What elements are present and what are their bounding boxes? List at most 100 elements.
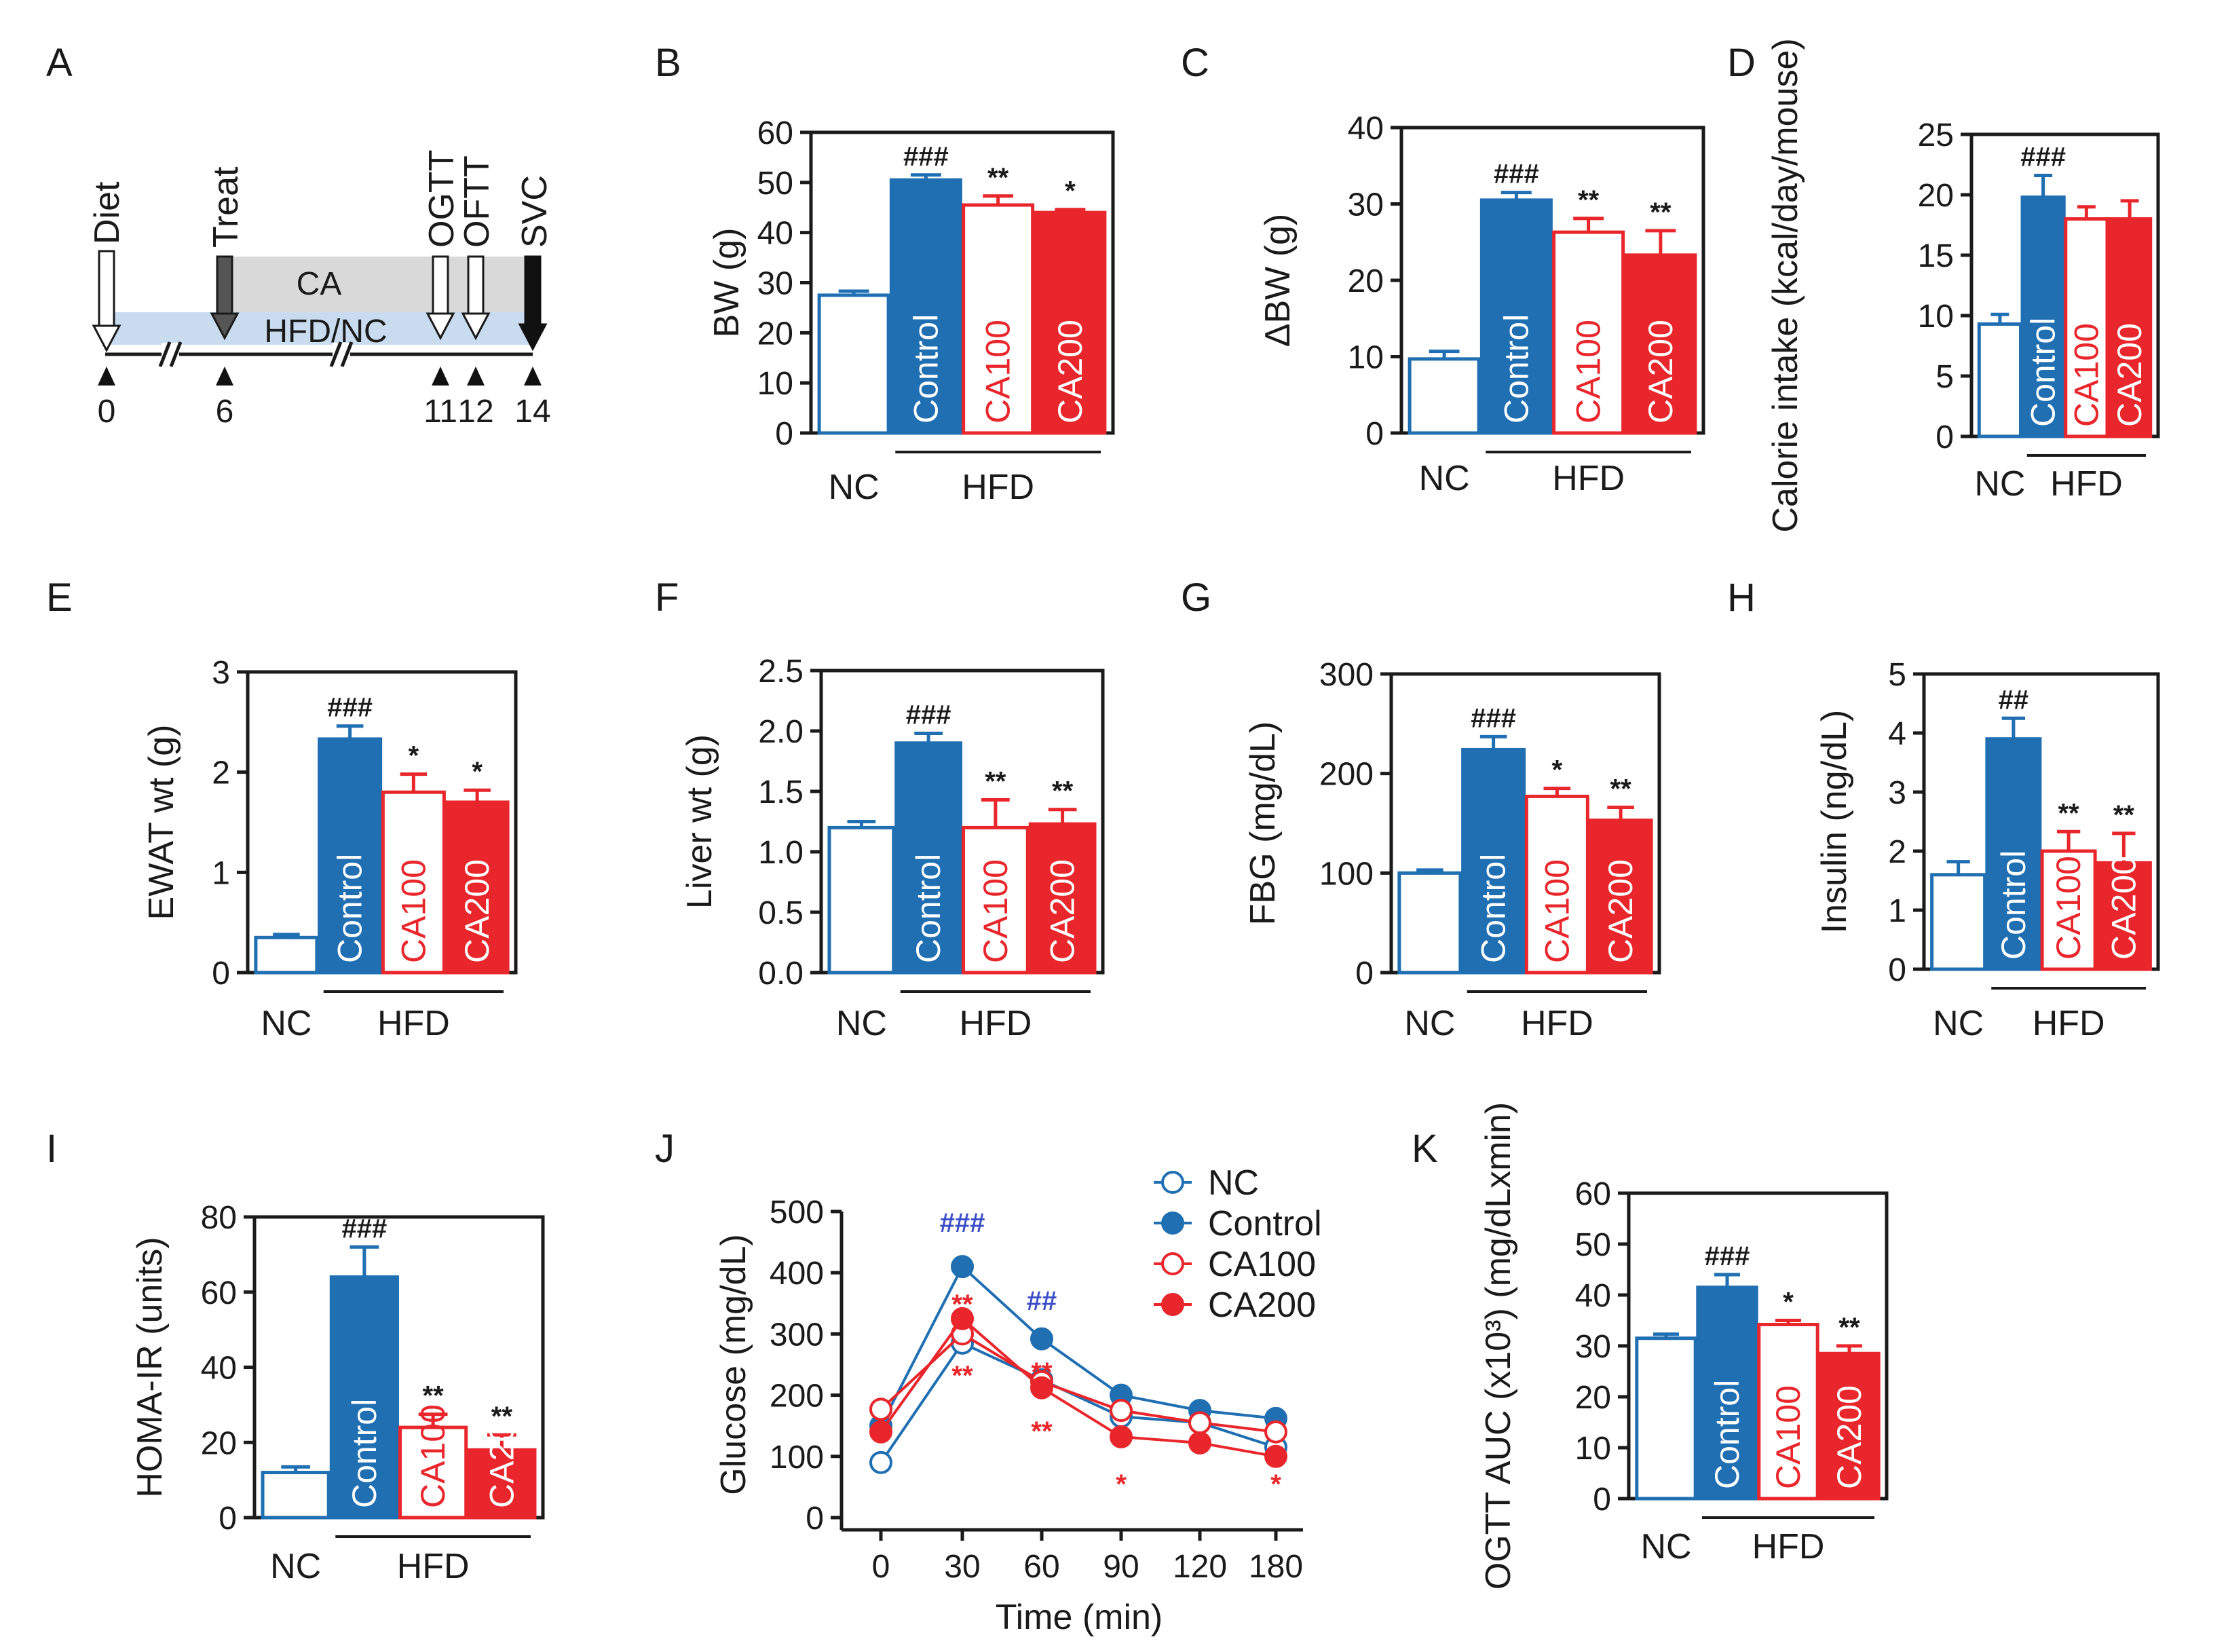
bar-control xyxy=(329,1275,399,1520)
bar-ca200 xyxy=(2107,217,2153,438)
significance-marker: ** xyxy=(1650,198,1672,227)
bar-label-ca200: CA200 xyxy=(1642,320,1680,424)
y-tick-label: 20 xyxy=(1918,178,1954,214)
x-tick-label: 0 xyxy=(872,1549,890,1585)
y-axis-label: FBG (mg/dL) xyxy=(1243,721,1283,926)
bar-nc xyxy=(1635,1336,1697,1501)
y-axis-label: BW (g) xyxy=(707,228,747,338)
data-point-control xyxy=(951,1255,974,1279)
panel-label-i: I xyxy=(46,1127,57,1171)
bar-control xyxy=(889,178,962,435)
bar-nc xyxy=(827,825,896,975)
event-label-ogtt: OGTT xyxy=(422,150,461,248)
y-tick-label: 2 xyxy=(1888,834,1906,870)
significance-marker: ** xyxy=(987,163,1009,193)
y-axis-label: Liver wt (g) xyxy=(680,734,719,909)
arrow-ogtt xyxy=(426,255,455,341)
bar-label-ca200: CA200 xyxy=(458,859,496,963)
timeline-tick-11: 11 xyxy=(423,394,457,430)
y-tick-label: 4 xyxy=(1888,716,1906,752)
group-label-nc: NC xyxy=(1640,1527,1691,1566)
legend-marker-ca200 xyxy=(1161,1293,1184,1316)
data-point-ca100 xyxy=(1264,1420,1287,1444)
y-tick-label: 20 xyxy=(201,1425,237,1461)
significance-marker: ### xyxy=(906,700,951,730)
significance-marker: * xyxy=(1783,1288,1794,1317)
significance-marker: ** xyxy=(1578,185,1600,215)
bar-label-ca100: CA100 xyxy=(977,859,1015,963)
group-label-hfd: HFD xyxy=(1521,1004,1593,1043)
panel-label-h: H xyxy=(1727,576,1756,620)
y-tick-label: 1.5 xyxy=(758,774,804,810)
tick-marker-11 xyxy=(432,367,449,386)
significance-marker: ** xyxy=(951,1290,973,1319)
bar-label-ca100: CA100 xyxy=(414,1404,452,1508)
y-tick-label: 60 xyxy=(201,1275,237,1311)
group-label-nc: NC xyxy=(1974,464,2025,504)
y-axis-label: Calorie intake (kcal/day/mouse) xyxy=(1766,38,1805,532)
y-tick-label: 3 xyxy=(1888,775,1906,811)
y-axis-label: EWAT wt (g) xyxy=(142,725,181,920)
y-tick-label: 15 xyxy=(1918,238,1954,274)
timeline-tick-6: 6 xyxy=(216,394,234,430)
data-point-ca100 xyxy=(1110,1399,1133,1423)
panel-e-bar-chart: E 0 1 2 3 EWAT wt (g) Control ### CA100 * CA200 * NC… xyxy=(46,576,518,1043)
data-point-nc xyxy=(869,1450,892,1474)
bar-ca200 xyxy=(2095,861,2152,971)
bar-label-ca200: CA200 xyxy=(2111,323,2149,427)
legend-label-nc: NC xyxy=(1208,1163,1259,1203)
y-tick-label: 100 xyxy=(770,1440,824,1476)
panel-label-k: K xyxy=(1412,1127,1438,1171)
y-tick-label: 1 xyxy=(1888,893,1906,929)
x-tick-label: 30 xyxy=(944,1549,980,1585)
y-tick-label: 0 xyxy=(212,956,230,992)
y-tick-label: 40 xyxy=(1575,1278,1611,1314)
group-label-hfd: HFD xyxy=(397,1547,470,1586)
y-tick-label: 30 xyxy=(1575,1329,1611,1365)
arrow-treat xyxy=(210,255,240,341)
bar-label-ca100: CA100 xyxy=(1538,859,1576,963)
y-tick-label: 60 xyxy=(1575,1176,1611,1212)
y-tick-label: 0 xyxy=(1888,952,1906,988)
group-label-hfd: HFD xyxy=(1752,1527,1825,1566)
bar-label-control: Control xyxy=(1497,314,1535,424)
bar-label-control: Control xyxy=(909,854,947,963)
significance-marker: ** xyxy=(1031,1357,1053,1387)
significance-marker: ** xyxy=(491,1402,513,1431)
bar-label-ca200: CA200 xyxy=(1044,859,1082,963)
bar-label-ca200: CA200 xyxy=(483,1404,521,1508)
group-label-nc: NC xyxy=(270,1547,321,1586)
bar-control xyxy=(2020,195,2066,438)
ca-treatment-band xyxy=(224,257,533,312)
bar-label-ca200: CA200 xyxy=(1830,1385,1868,1489)
bar-label-control: Control xyxy=(345,1399,383,1508)
panel-k-bar-chart: K 0 10 20 30 40 50 60 OGTT AUC (x10³) (mg/dLxmin… xyxy=(1412,1102,1889,1590)
y-tick-label: 0.0 xyxy=(758,956,804,992)
significance-marker: ### xyxy=(1471,703,1516,733)
panel-label-e: E xyxy=(46,576,73,620)
y-tick-label: 30 xyxy=(757,266,793,302)
group-label-nc: NC xyxy=(1419,459,1470,498)
panel-label-b: B xyxy=(655,41,681,85)
y-tick-label: 40 xyxy=(757,216,793,252)
tick-marker-14 xyxy=(524,367,542,386)
bar-ca100 xyxy=(1757,1323,1819,1501)
group-label-nc: NC xyxy=(261,1004,311,1043)
group-label-hfd: HFD xyxy=(1552,459,1625,498)
y-tick-label: 0 xyxy=(775,416,793,452)
bar-ca100 xyxy=(2064,217,2109,438)
y-axis-label: Insulin (ng/dL) xyxy=(1815,710,1854,934)
bar-label-control: Control xyxy=(2024,318,2062,427)
band-label-ca: CA xyxy=(297,266,342,302)
bar-label-ca100: CA100 xyxy=(1570,320,1608,424)
band-label-hfd-nc: HFD/NC xyxy=(264,314,387,350)
y-axis-label: HOMA-IR (units) xyxy=(130,1237,170,1497)
arrow-diet xyxy=(92,250,121,353)
y-tick-label: 10 xyxy=(1575,1431,1611,1467)
bar-label-control: Control xyxy=(331,854,369,963)
tick-marker-0 xyxy=(98,367,115,386)
y-tick-label: 25 xyxy=(1918,117,1954,153)
x-tick-label: 60 xyxy=(1023,1549,1059,1585)
y-tick-label: 500 xyxy=(770,1195,824,1231)
